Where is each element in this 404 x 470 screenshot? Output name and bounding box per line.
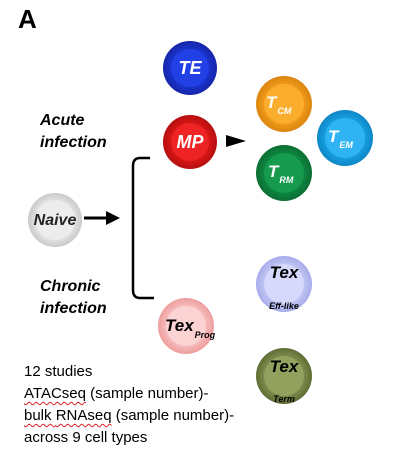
mp-cell (163, 115, 217, 169)
tex-prog-label-sub: Prog (194, 330, 216, 340)
tex-eff-like-sub: Eff-like (269, 301, 299, 311)
bulk-word: bulk (24, 407, 56, 424)
acute-infection-line1: Acute (40, 112, 85, 129)
tex-term-label: Tex (269, 357, 299, 376)
tex-term-sub: Term (273, 394, 295, 404)
tcm-label-sub: CM (277, 106, 292, 116)
chronic-infection-line2: infection (40, 300, 107, 317)
trm-label-main: T (268, 162, 279, 181)
branch-bracket (131, 156, 154, 300)
naive-cell (28, 193, 82, 247)
naive-to-bracket-arrow (84, 211, 120, 225)
acute-infection-line2: infection (40, 134, 107, 151)
panel-label: A (18, 4, 37, 34)
notes-line-2: ATACseq (sample number)- (24, 383, 234, 405)
study-notes: 12 studies ATACseq (sample number)- bulk… (24, 361, 234, 449)
chronic-infection-line1: Chronic (40, 278, 101, 295)
tex-eff-like-label: Tex (269, 263, 299, 282)
notes-line-3-rest: (sample number)- (111, 407, 235, 424)
tex-eff-like-sublabel: Eff-like (258, 296, 310, 314)
tcm-label: TCM (266, 93, 292, 116)
notes-line-2-rest: (sample number)- (85, 385, 209, 402)
tcm-cell (256, 76, 312, 132)
notes-line-4: across 9 cell types (24, 429, 148, 446)
notes-line-3: bulk RNAseq (sample number)- (24, 405, 234, 427)
mp-label: MP (176, 132, 204, 152)
tex-prog-label: TexProg (165, 316, 215, 340)
tex-prog-label-main: Tex (165, 316, 194, 335)
tem-cell (317, 110, 373, 166)
tem-label-sub: EM (339, 140, 353, 150)
tcm-label-main: T (266, 93, 277, 112)
tex-prog-cell (158, 298, 214, 354)
te-cell (163, 41, 217, 95)
mp-to-memory-arrow (226, 135, 246, 147)
trm-label-sub: RM (279, 175, 294, 185)
trm-cell (256, 145, 312, 201)
acute-infection-label: Acute infection (40, 110, 107, 154)
tex-term-sublabel: Term (258, 389, 310, 407)
tex-eff-like-cell (256, 256, 312, 312)
tex-term-cell (256, 348, 312, 404)
naive-label: Naive (33, 212, 77, 229)
trm-label: TRM (268, 162, 294, 185)
tem-label: TEM (328, 127, 353, 150)
tem-label-main: T (328, 127, 339, 146)
atacseq-word: ATACseq (24, 385, 86, 402)
notes-line-1: 12 studies (24, 363, 93, 380)
chronic-infection-label: Chronic infection (40, 276, 107, 320)
rnaseq-word: RNAseq (55, 407, 112, 424)
te-label: TE (178, 58, 202, 78)
